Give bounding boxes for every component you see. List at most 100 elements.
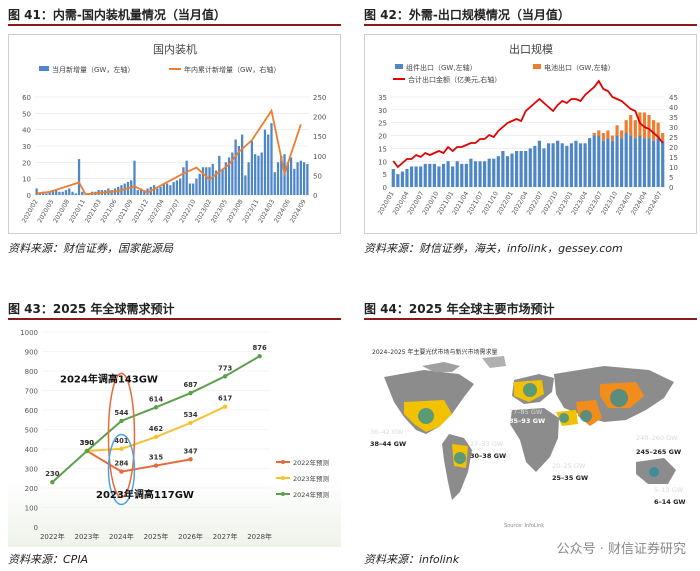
module-bar xyxy=(519,151,523,187)
x-tick-label: 2025年 xyxy=(144,532,169,541)
bar xyxy=(293,168,296,195)
bar xyxy=(247,162,250,195)
module-bar xyxy=(469,158,473,187)
right-tick-label: 30 xyxy=(669,124,678,132)
data-point xyxy=(188,390,193,396)
bar xyxy=(51,190,55,195)
module-bar xyxy=(396,174,400,187)
figure-41-title: 图 41：内需-国内装机量情况（当月值） xyxy=(8,6,341,26)
data-label: 614 xyxy=(149,395,163,403)
module-bar xyxy=(428,163,432,187)
module-bar xyxy=(432,163,436,187)
annotation-2024: 2024年调高143GW xyxy=(60,373,158,386)
map-footnote: Source: InfoLink xyxy=(504,523,544,529)
data-label: 617 xyxy=(218,395,232,403)
figure-44-title: 图 44：2025 年全球主要市场预计 xyxy=(364,300,697,320)
data-label: 347 xyxy=(183,447,197,455)
bar xyxy=(234,139,237,195)
module-bar xyxy=(569,143,573,187)
figure-42-title: 图 42：外需-出口规模情况（当月值） xyxy=(364,6,697,26)
module-bar xyxy=(455,161,459,187)
bar xyxy=(211,163,214,195)
legend-amount-label: 合计出口金额（亿美元,右轴） xyxy=(408,75,501,84)
bar xyxy=(195,178,198,195)
highlight-ellipse-2023 xyxy=(107,433,136,506)
right-tick-label: 0 xyxy=(669,184,673,192)
data-point xyxy=(153,463,159,468)
module-bar xyxy=(400,171,405,187)
cell-bar xyxy=(620,130,624,139)
bar xyxy=(276,162,280,195)
me-label-2025: 30–38 GW xyxy=(470,452,506,460)
data-point xyxy=(188,420,193,426)
module-bar xyxy=(578,143,583,187)
figure-44: 图 44：2025 年全球主要市场预计 2024–2025 年主要光伏市场与新兴… xyxy=(364,300,697,566)
legend-cell-label: 电池出口（GW,左轴） xyxy=(544,63,615,72)
legend-marker xyxy=(281,460,285,464)
left-tick-label: 0 xyxy=(27,192,31,200)
bar xyxy=(61,191,64,195)
data-point xyxy=(153,434,159,440)
module-bar xyxy=(661,140,665,187)
bar xyxy=(214,170,218,195)
module-bar xyxy=(610,140,615,187)
legend-cell-swatch xyxy=(533,64,541,69)
bar xyxy=(260,152,263,195)
amount-line xyxy=(392,79,664,169)
cell-bar xyxy=(615,125,619,136)
y-tick-label: 200 xyxy=(25,485,38,493)
module-bar xyxy=(524,151,528,187)
y-tick-label: 0 xyxy=(34,524,38,532)
data-label: 544 xyxy=(114,409,128,417)
bar xyxy=(139,188,143,195)
module-bar xyxy=(528,148,532,187)
bar xyxy=(250,141,254,195)
module-bar xyxy=(423,163,427,187)
export-scale-chart: 出口规模 组件出口（GW,左轴） 电池出口（GW,左轴） 合计出口金额（亿美元,右轴）… xyxy=(364,34,697,234)
module-bar xyxy=(546,143,551,187)
right-tick-label: 200 xyxy=(313,114,326,122)
x-tick-label: 2024年 xyxy=(109,532,134,541)
highlight-ellipse-2024 xyxy=(107,372,136,499)
figure-44-source: 资料来源：infolink xyxy=(364,553,460,566)
module-bar xyxy=(441,163,446,187)
module-bar xyxy=(620,138,624,187)
module-bar xyxy=(638,135,642,187)
legend-line-label: 年内累计新增量（GW，右轴） xyxy=(184,65,280,74)
chart-43-svg: 0 100 200 300 400 500 600 700 800 900 1000 2022年 202… xyxy=(20,329,329,541)
x-tick-label: 2023年 xyxy=(74,532,99,541)
module-bar xyxy=(451,166,455,187)
bar xyxy=(35,188,38,195)
data-label: 401 xyxy=(114,437,128,445)
module-bar xyxy=(483,161,487,187)
annotation-2023: 2023年调高117GW xyxy=(96,488,194,501)
left-tick-label: 10 xyxy=(378,158,387,166)
module-bar xyxy=(633,138,637,187)
bar xyxy=(240,134,244,195)
bar xyxy=(169,185,172,195)
bar xyxy=(81,191,84,195)
bar xyxy=(136,190,139,195)
y-tick-label: 100 xyxy=(25,505,38,513)
market-markers xyxy=(418,383,659,477)
module-bar xyxy=(533,145,537,187)
legend-bar-swatch xyxy=(39,66,49,71)
module-bar xyxy=(446,161,450,187)
bar xyxy=(280,155,283,195)
module-bar xyxy=(478,161,482,187)
left-tick-label: 50 xyxy=(22,110,31,118)
bar xyxy=(182,167,185,195)
right-tick-label: 0 xyxy=(313,192,317,200)
map-svg: 2024–2025 年主要光伏市场与新兴市场需求量 xyxy=(370,348,686,529)
us-label-2025: 38–44 GW xyxy=(370,440,406,448)
x-tick-label: 2027年 xyxy=(213,532,238,541)
y-tick-label: 800 xyxy=(25,368,38,376)
figure-42: 图 42：外需-出口规模情况（当月值） 出口规模 组件出口（GW,左轴） 电池出口（… xyxy=(364,6,697,255)
module-bar xyxy=(414,166,418,187)
bar xyxy=(159,186,162,195)
module-bar xyxy=(542,148,546,187)
in-label-2025: 25–35 GW xyxy=(552,474,588,482)
bar xyxy=(162,183,165,195)
data-point xyxy=(84,448,90,454)
